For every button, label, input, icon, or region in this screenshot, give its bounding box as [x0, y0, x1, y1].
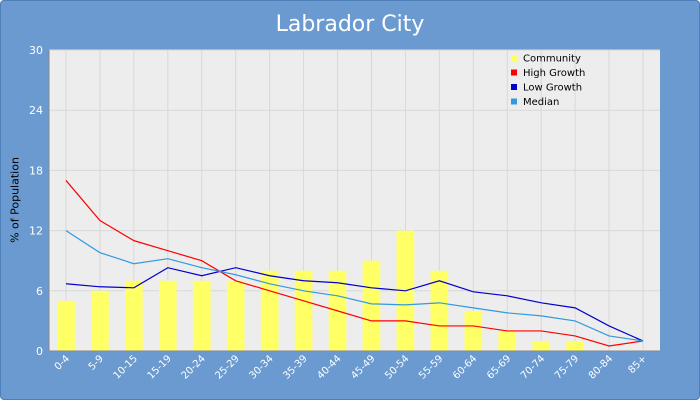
- bar: [91, 290, 109, 351]
- series-line: [65, 230, 644, 342]
- x-tick-label: 0-4: [53, 353, 72, 372]
- x-tick-label: 75-79: [553, 353, 581, 381]
- bar: [294, 270, 313, 351]
- legend-label: High Growth: [523, 68, 585, 79]
- x-tick-label: 25-29: [213, 353, 241, 381]
- x-tick-label: 30-34: [247, 353, 275, 381]
- bar: [498, 330, 517, 351]
- bar: [362, 260, 381, 351]
- bar: [532, 340, 551, 351]
- x-tick-label: 40-44: [315, 353, 343, 381]
- bar: [57, 300, 75, 351]
- legend-swatch: [511, 55, 517, 61]
- bar: [566, 340, 584, 351]
- bar: [125, 280, 143, 351]
- bar: [226, 280, 245, 351]
- y-tick-label: 12: [29, 225, 43, 238]
- y-tick-label: 0: [36, 345, 43, 358]
- series-line: [65, 180, 644, 347]
- y-tick-label: 6: [36, 285, 43, 298]
- legend-label: Community: [523, 54, 581, 65]
- x-tick-label: 45-49: [349, 353, 377, 381]
- x-tick-label: 15-19: [146, 353, 174, 381]
- x-tick-label: 50-54: [383, 353, 411, 381]
- chart-title: Labrador City: [275, 12, 425, 37]
- x-tick-label: 35-39: [281, 353, 309, 381]
- x-tick-label: 70-74: [519, 353, 547, 381]
- bar: [192, 280, 211, 351]
- plot-area: [49, 50, 660, 351]
- bar: [430, 270, 449, 351]
- y-tick-label: 30: [29, 44, 43, 57]
- legend: Community High Growth Low Growth Median: [511, 54, 585, 108]
- y-tick-label: 18: [29, 164, 43, 177]
- line-layer: [65, 180, 644, 347]
- x-tick-label: 20-24: [180, 353, 208, 381]
- bar: [158, 280, 177, 351]
- x-tick-label: 5-9: [87, 353, 106, 372]
- legend-swatch: [511, 69, 517, 76]
- x-tick-label: 65-69: [485, 353, 513, 381]
- legend-label: Median: [523, 97, 559, 108]
- series-line: [65, 267, 644, 342]
- x-tick-label: 10-15: [112, 353, 140, 381]
- y-tick-label: 24: [29, 104, 43, 117]
- legend-label: Low Growth: [523, 83, 582, 94]
- bar: [260, 270, 279, 351]
- x-tick-label: 60-64: [451, 353, 479, 381]
- legend-swatch: [511, 84, 517, 90]
- x-tick-label: 80-84: [587, 353, 615, 381]
- bar: [464, 310, 483, 351]
- x-tick-label: 85+: [626, 353, 649, 376]
- legend-swatch: [511, 98, 517, 105]
- x-tick-label: 55-59: [417, 353, 445, 381]
